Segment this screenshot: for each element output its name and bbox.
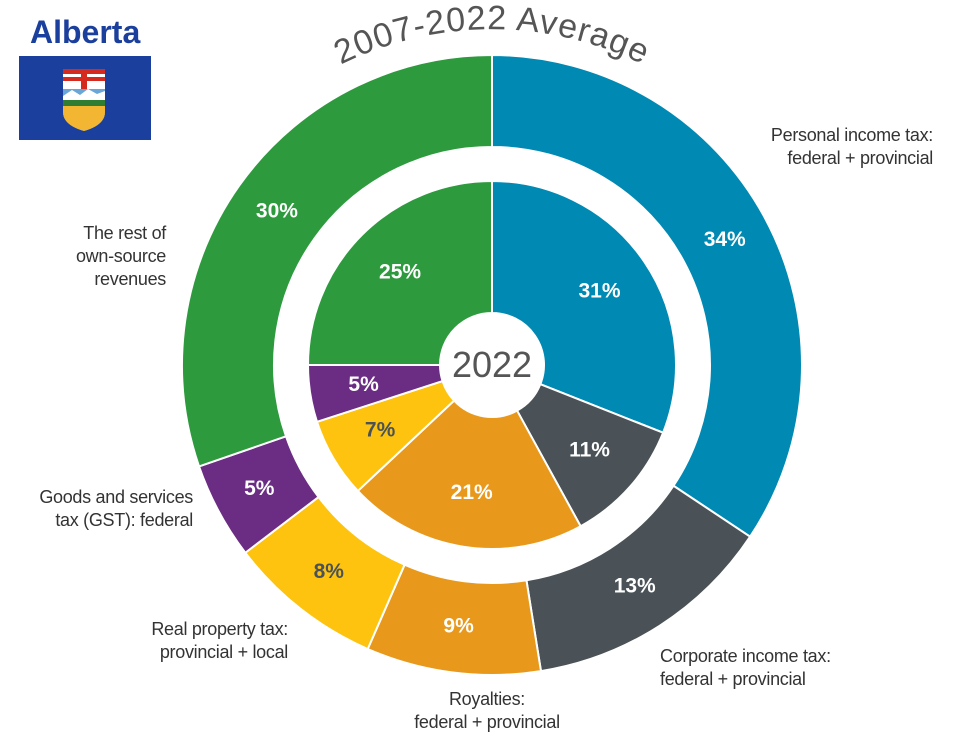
- category-label: Real property tax: provincial + local: [151, 619, 288, 662]
- value-label: 13%: [614, 575, 656, 598]
- value-label: 5%: [244, 477, 275, 500]
- value-label: 31%: [579, 279, 621, 302]
- donut-segment: [306, 179, 493, 366]
- value-label: 5%: [348, 373, 379, 396]
- value-label: 30%: [256, 199, 298, 222]
- value-label: 25%: [379, 261, 421, 284]
- category-label: Corporate income tax: federal + provinci…: [660, 646, 831, 689]
- value-label: 9%: [443, 614, 474, 637]
- donut-segment: [491, 179, 677, 435]
- donut-segment: [491, 53, 803, 539]
- donut-segment: [356, 399, 583, 550]
- value-label: 34%: [704, 228, 746, 251]
- value-label: 11%: [569, 439, 610, 462]
- title: Alberta: [30, 14, 141, 50]
- category-label: Personal income tax: federal + provincia…: [770, 125, 933, 168]
- donut-segment: [181, 53, 493, 468]
- donut-segment: [515, 382, 665, 528]
- value-label: 21%: [451, 481, 493, 504]
- value-label: 7%: [365, 419, 396, 442]
- inner-series-name: 2022: [452, 344, 532, 385]
- category-label: Goods and services tax (GST): federal: [39, 487, 193, 530]
- category-label: The rest of own-source revenues: [75, 223, 166, 289]
- flag: [19, 56, 151, 140]
- value-label: 8%: [314, 560, 345, 583]
- category-label: Royalties: federal + provincial: [414, 689, 560, 732]
